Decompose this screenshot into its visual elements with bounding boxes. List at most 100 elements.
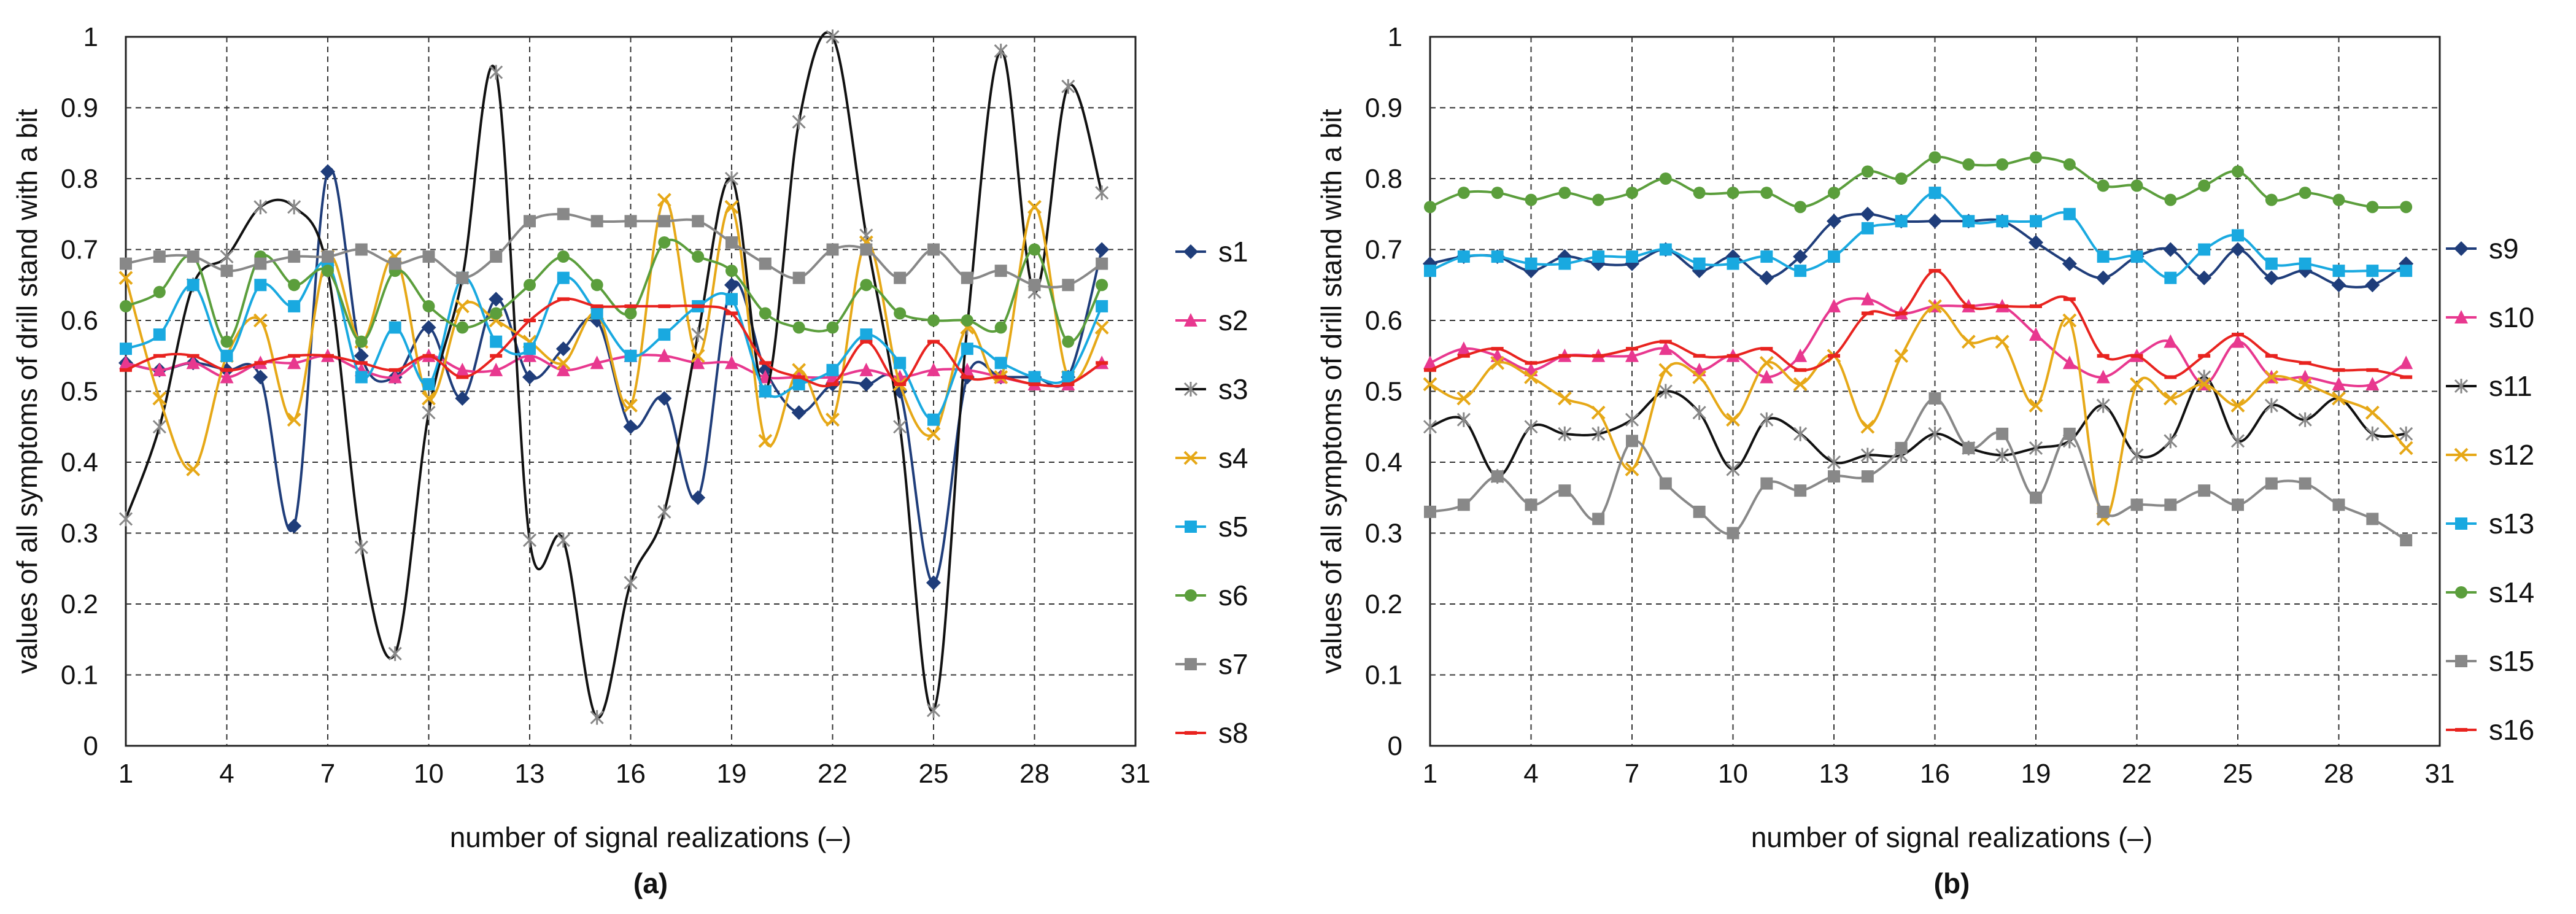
data-point-s4 (455, 299, 470, 314)
data-point-s7 (490, 250, 503, 263)
data-point-s8 (1096, 361, 1108, 365)
data-point-s8 (1028, 382, 1041, 386)
data-point-s1 (354, 348, 369, 363)
data-point-s11 (1658, 384, 1673, 399)
legend-entry-s6: s6 (1175, 579, 1248, 611)
data-point-s6 (355, 335, 368, 348)
data-point-s16 (1962, 304, 1975, 308)
data-point-s2 (725, 355, 738, 370)
data-point-s15 (2164, 498, 2177, 511)
data-point-s14 (1861, 165, 1874, 178)
data-point-s12 (2332, 391, 2346, 406)
legend-entry-s15: s15 (2446, 645, 2534, 677)
data-point-s1 (1094, 242, 1110, 257)
data-point-s3 (388, 646, 402, 661)
legend-marker (2455, 517, 2467, 530)
data-point-s13 (1895, 215, 1908, 228)
data-point-s14 (2063, 158, 2076, 171)
data-point-s13 (1659, 243, 1672, 256)
series-s1 (118, 164, 1110, 591)
data-point-s2 (590, 355, 604, 370)
data-point-s12 (1793, 377, 1808, 392)
data-point-s13 (2198, 243, 2211, 256)
data-point-s12 (2029, 398, 2043, 413)
legend-entry-s2: s2 (1175, 304, 1248, 336)
data-point-s14 (2232, 165, 2244, 178)
data-point-s3 (926, 703, 941, 718)
data-point-s5 (927, 413, 940, 426)
data-point-s14 (1659, 172, 1672, 185)
legend-marker (2454, 241, 2469, 256)
y-tick-label: 0.4 (61, 447, 98, 478)
data-point-s13 (1727, 257, 1739, 270)
data-point-s11 (1456, 412, 1471, 427)
data-point-s13 (2366, 265, 2379, 277)
data-point-s4 (724, 199, 739, 214)
legend-label: s16 (2489, 714, 2534, 746)
data-point-s3 (826, 29, 840, 44)
data-point-s5 (254, 279, 267, 292)
data-point-s10 (1625, 348, 1639, 362)
data-point-s11 (2399, 426, 2413, 441)
data-point-s14 (2265, 193, 2278, 206)
data-point-s8 (894, 382, 907, 386)
x-axis-label: number of signal realizations (–) (1751, 821, 2153, 853)
data-point-s1 (253, 370, 268, 385)
data-point-s8 (120, 368, 132, 372)
data-point-s5 (1096, 300, 1108, 312)
data-point-s16 (2332, 368, 2345, 372)
data-point-s4 (926, 427, 941, 441)
data-point-s8 (860, 339, 873, 344)
data-point-s14 (1760, 187, 1773, 199)
data-point-s11 (2365, 426, 2380, 441)
data-point-s12 (2264, 370, 2279, 384)
data-point-s8 (490, 354, 503, 358)
x-tick-label: 10 (414, 759, 444, 789)
data-point-s12 (1625, 462, 1639, 476)
data-point-s15 (2130, 498, 2143, 511)
chart-panel-a: 1 4 7 10 13 16 19 22 25 28 31 0 0.1 0.2 0.3 0.4 0.5 0.6 0.… (11, 22, 1248, 899)
legend-entry-s4: s4 (1175, 442, 1248, 474)
x-tick-label: 16 (616, 759, 646, 789)
data-point-s16 (2198, 354, 2211, 358)
data-point-s6 (792, 321, 805, 334)
legend-label: s3 (1218, 373, 1248, 405)
data-point-s10 (1827, 298, 1841, 312)
data-point-s2 (859, 362, 873, 376)
data-point-s6 (456, 321, 469, 334)
data-point-s15 (1828, 470, 1840, 483)
data-point-s3 (724, 171, 739, 186)
data-point-s6 (288, 279, 301, 292)
series-s5 (120, 257, 1108, 426)
data-point-s5 (220, 349, 233, 362)
legend-label: s6 (1218, 579, 1248, 611)
data-point-s5 (590, 307, 603, 320)
data-point-s7 (288, 250, 301, 263)
data-point-s7 (792, 271, 805, 284)
data-point-s4 (792, 363, 806, 378)
x-tick-label: 31 (2425, 759, 2455, 789)
legend-marker (1185, 658, 1197, 670)
series-line-s13 (1429, 192, 2407, 279)
data-point-s7 (658, 215, 671, 228)
data-point-s1 (522, 370, 537, 385)
x-tick-label: 28 (1019, 759, 1050, 789)
data-point-s3 (220, 249, 234, 265)
x-tick-label: 7 (1625, 759, 1639, 789)
data-point-s16 (1592, 354, 1605, 358)
data-point-s6 (624, 307, 637, 320)
data-point-s12 (2399, 441, 2413, 455)
data-point-s5 (490, 335, 503, 348)
data-point-s15 (1491, 470, 1504, 483)
series-line-s10 (1429, 297, 2407, 388)
data-point-s4 (287, 412, 301, 427)
x-tick-label: 25 (919, 759, 949, 789)
data-point-s9 (1793, 249, 1808, 265)
data-point-s5 (725, 293, 738, 306)
data-point-s9 (2230, 242, 2245, 257)
data-point-s12 (1557, 391, 1572, 406)
data-point-s11 (2164, 433, 2178, 449)
data-point-s9 (1927, 214, 1943, 229)
data-point-s15 (1424, 505, 1436, 518)
data-point-s13 (1693, 257, 1706, 270)
